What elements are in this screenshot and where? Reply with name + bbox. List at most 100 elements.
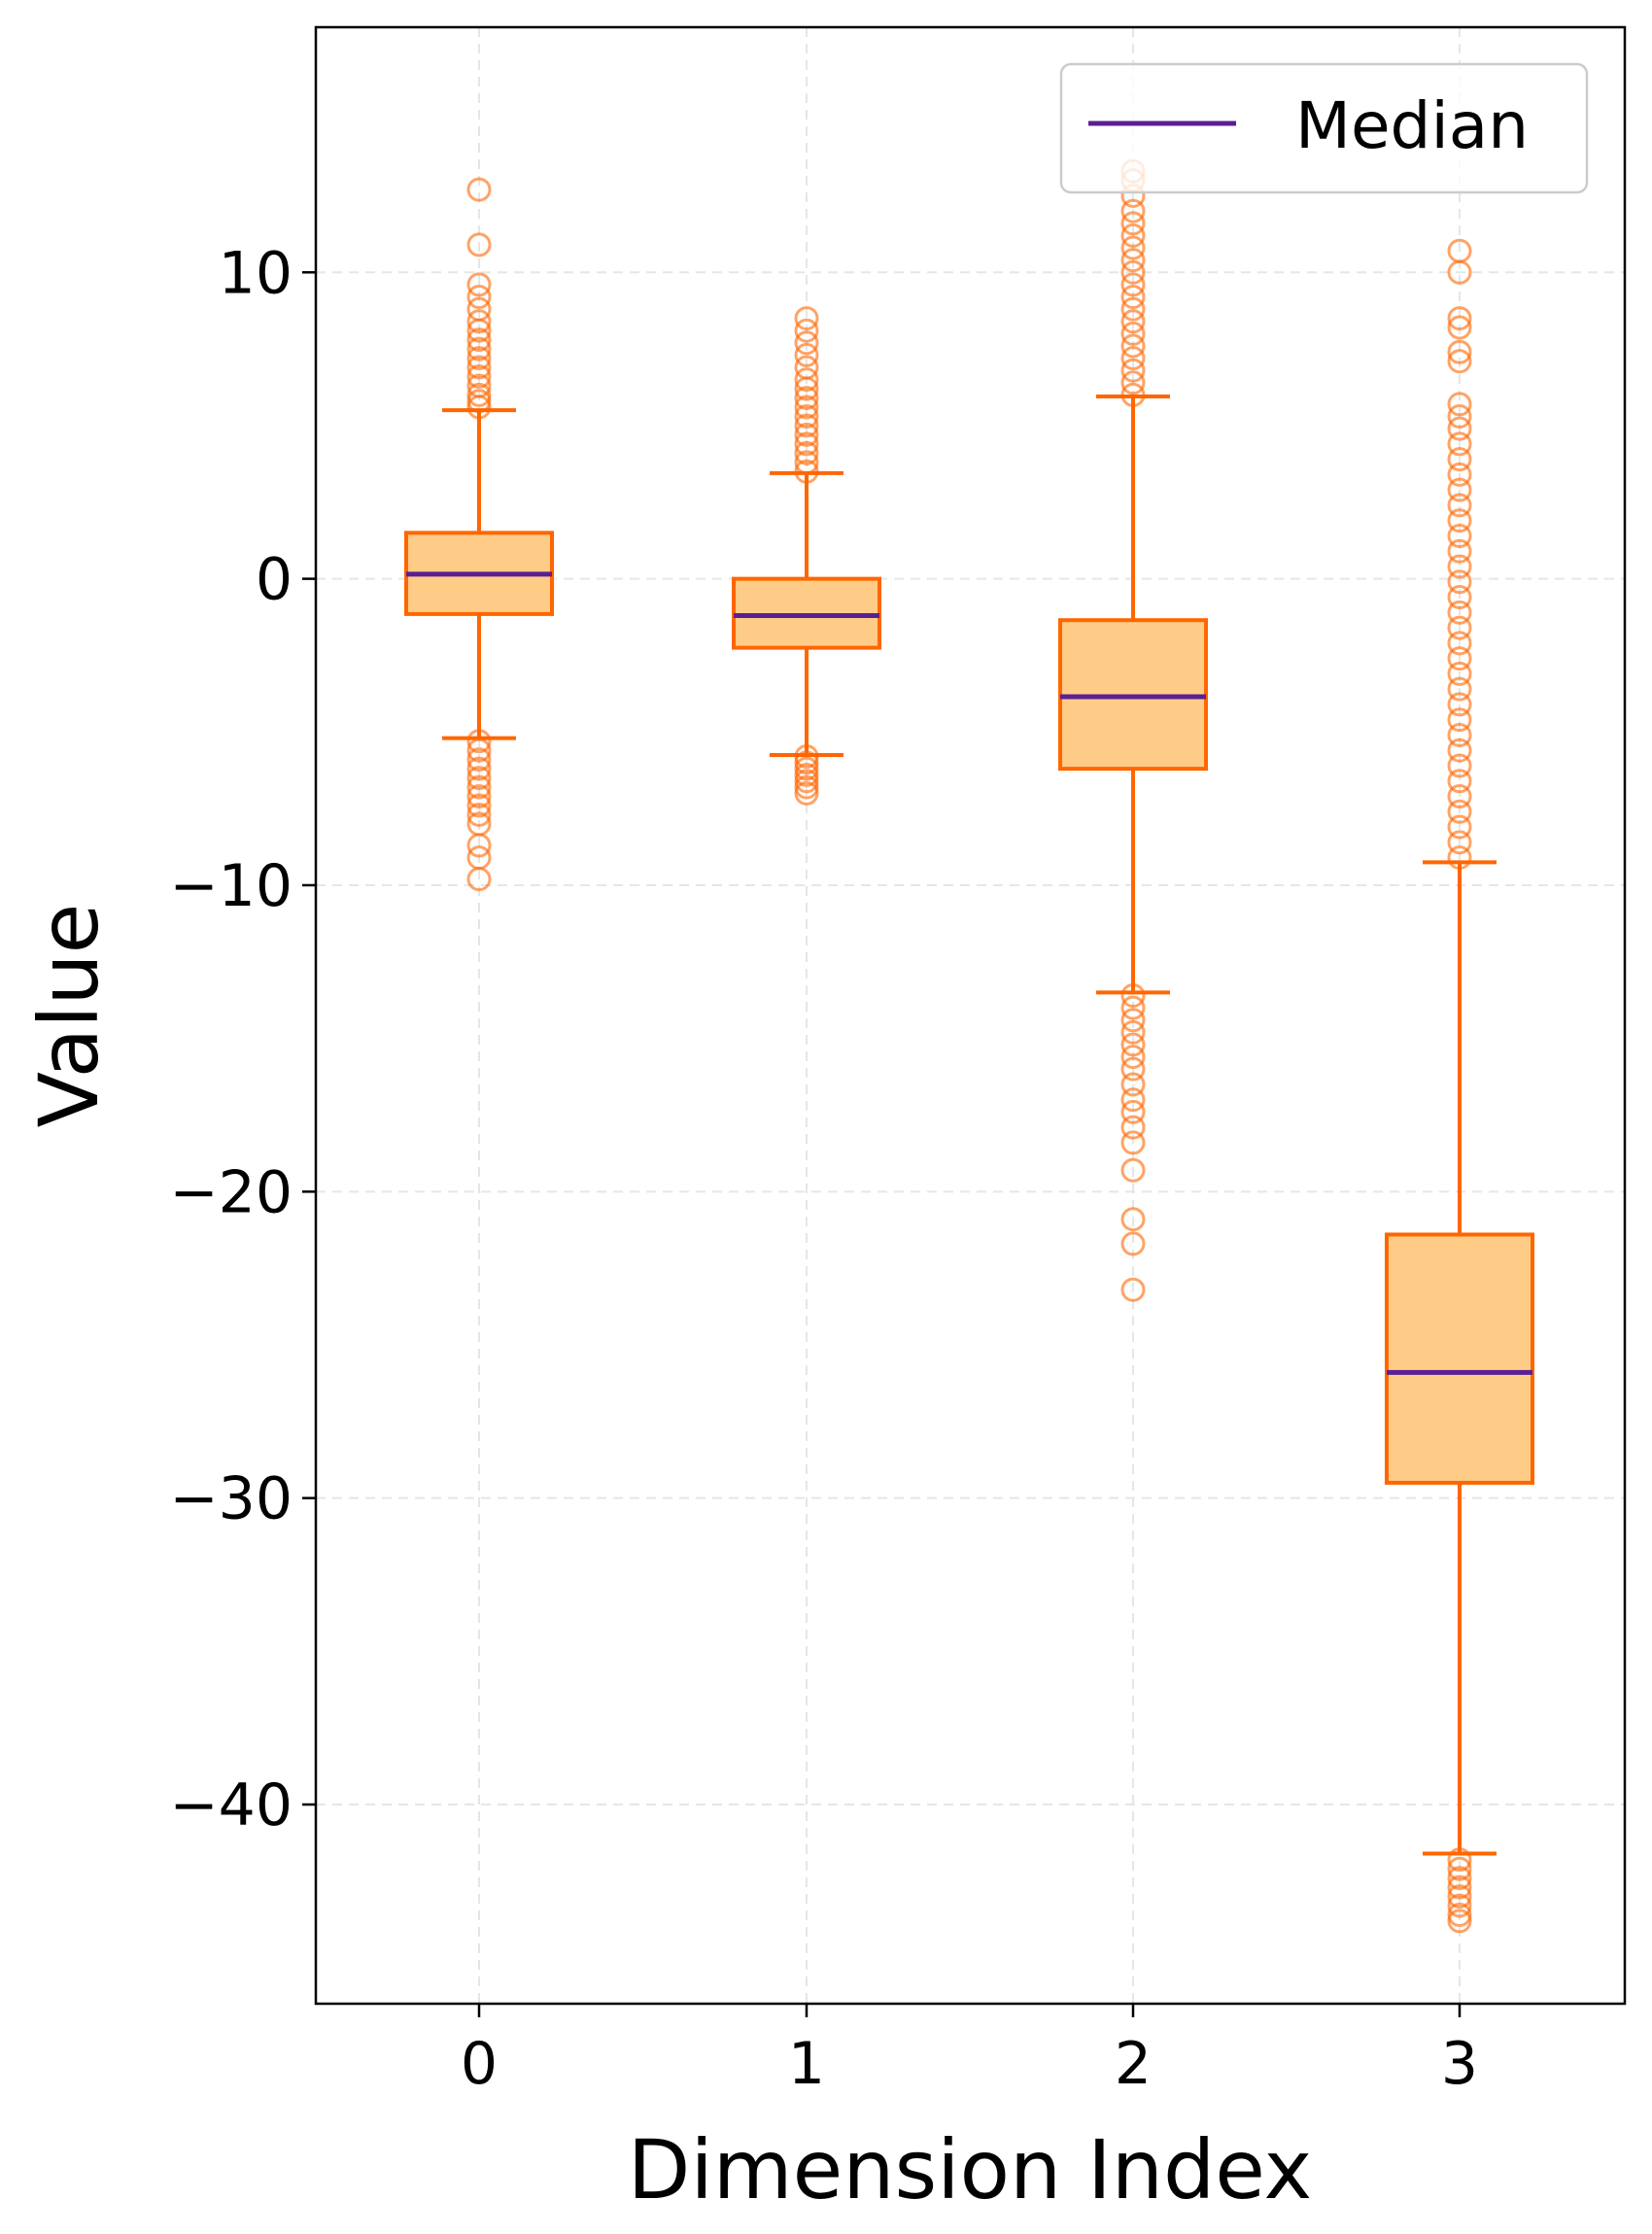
outlier-point xyxy=(1447,814,1472,840)
outlier-point xyxy=(1447,692,1472,717)
outlier-point xyxy=(1447,431,1472,457)
outlier-point xyxy=(1447,1884,1472,1909)
outlier-point xyxy=(794,450,819,475)
outlier-point xyxy=(1447,1908,1472,1934)
outlier-point xyxy=(794,780,819,806)
outlier-point xyxy=(794,769,819,794)
outlier-point xyxy=(1120,1056,1146,1082)
axis-ticks: 10 0 −10 −20 −30 −40 0 1 2 3 xyxy=(169,239,1478,2098)
outlier-point xyxy=(794,306,819,331)
outlier-point xyxy=(1447,554,1472,579)
outlier-point xyxy=(1447,569,1472,595)
outlier-point xyxy=(1120,1277,1146,1302)
outlier-point xyxy=(1120,1115,1146,1140)
outlier-point xyxy=(794,386,819,411)
y-tick-label: −20 xyxy=(169,1158,293,1226)
outlier-point xyxy=(466,336,492,361)
outlier-point xyxy=(1120,358,1146,383)
outlier-point xyxy=(1447,1847,1472,1873)
outlier-point xyxy=(1120,1231,1146,1256)
outlier-point xyxy=(794,744,819,770)
outlier-point xyxy=(1447,339,1472,364)
legend-label-median: Median xyxy=(1295,88,1529,163)
outlier-point xyxy=(794,330,819,356)
outlier-point xyxy=(794,756,819,781)
outlier-point xyxy=(794,762,819,787)
outlier-point xyxy=(1447,1874,1472,1900)
outlier-point xyxy=(1120,1099,1146,1124)
outlier-point xyxy=(1447,753,1472,778)
outlier-point xyxy=(466,766,492,791)
outlier-point xyxy=(1120,1207,1146,1232)
outlier-point xyxy=(466,327,492,353)
outlier-point xyxy=(1120,248,1146,273)
outlier-point xyxy=(1447,799,1472,824)
outlier-point xyxy=(1447,615,1472,640)
outlier-point xyxy=(794,431,819,457)
outlier-point xyxy=(1120,259,1146,285)
y-tick-label: 0 xyxy=(256,546,293,614)
outlier-point xyxy=(1120,296,1146,322)
outlier-point xyxy=(1120,346,1146,371)
outlier-point xyxy=(1120,211,1146,236)
outlier-point xyxy=(1447,403,1472,429)
outlier-point xyxy=(1447,493,1472,518)
outlier-point xyxy=(466,802,492,827)
outlier-point xyxy=(1447,523,1472,548)
outlier-point xyxy=(466,373,492,398)
outlier-point xyxy=(1447,600,1472,625)
outlier-point xyxy=(1447,661,1472,686)
outlier-point xyxy=(794,355,819,380)
outlier-point xyxy=(466,346,492,371)
outlier-point xyxy=(1120,1045,1146,1070)
box-group-0 xyxy=(404,177,554,892)
outlier-point xyxy=(1447,1856,1472,1881)
outlier-point xyxy=(1120,1032,1146,1057)
outlier-point xyxy=(1120,235,1146,260)
outlier-point xyxy=(1120,198,1146,223)
outlier-point xyxy=(1120,272,1146,297)
y-tick-label: −40 xyxy=(169,1771,293,1839)
outlier-point xyxy=(1120,1130,1146,1155)
outlier-point xyxy=(794,750,819,775)
outlier-point xyxy=(1447,1893,1472,1918)
outlier-point xyxy=(466,355,492,380)
outlier-point xyxy=(1120,321,1146,346)
outlier-point xyxy=(466,738,492,763)
outlier-point xyxy=(1120,333,1146,359)
outlier-point xyxy=(466,784,492,809)
outlier-point xyxy=(1447,646,1472,671)
outlier-point xyxy=(1447,315,1472,340)
iqr-box xyxy=(1385,1232,1534,1485)
outlier-point xyxy=(1120,1019,1146,1045)
outlier-point xyxy=(1447,738,1472,763)
outlier-point xyxy=(1447,392,1472,417)
outlier-point xyxy=(466,309,492,334)
y-tick-label: −30 xyxy=(169,1465,293,1533)
outlier-point xyxy=(1447,1903,1472,1928)
outlier-point xyxy=(794,459,819,484)
outlier-point xyxy=(1120,1072,1146,1097)
x-tick-label: 0 xyxy=(461,2030,498,2098)
outlier-point xyxy=(466,363,492,389)
outlier-point xyxy=(1447,1866,1472,1891)
legend: Median xyxy=(1059,62,1589,194)
outlier-point xyxy=(794,403,819,429)
outlier-point xyxy=(1120,1087,1146,1113)
outlier-point xyxy=(1120,1008,1146,1033)
x-tick-label: 2 xyxy=(1115,2030,1152,2098)
outlier-point xyxy=(1120,1157,1146,1183)
outlier-point xyxy=(466,774,492,800)
outlier-point xyxy=(466,177,492,202)
box-group-3 xyxy=(1385,238,1534,1934)
outlier-point xyxy=(1447,508,1472,533)
outlier-point xyxy=(794,440,819,465)
outlier-point xyxy=(1447,477,1472,502)
outlier-point xyxy=(1447,462,1472,487)
outlier-point xyxy=(1120,983,1146,1009)
outlier-point xyxy=(1447,306,1472,331)
outlier-point xyxy=(1447,830,1472,855)
y-tick-label: 10 xyxy=(219,239,293,307)
